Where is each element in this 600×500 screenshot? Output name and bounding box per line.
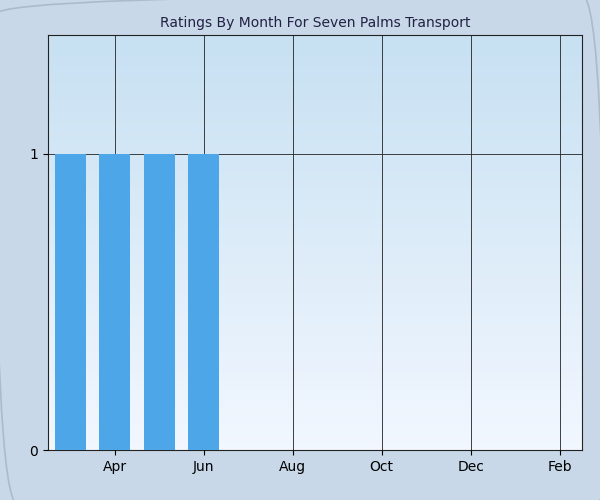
Bar (188, 154, 220, 450)
Bar (143, 154, 175, 450)
Title: Ratings By Month For Seven Palms Transport: Ratings By Month For Seven Palms Transpo… (160, 16, 470, 30)
Bar (55, 154, 86, 450)
Bar (99, 154, 130, 450)
